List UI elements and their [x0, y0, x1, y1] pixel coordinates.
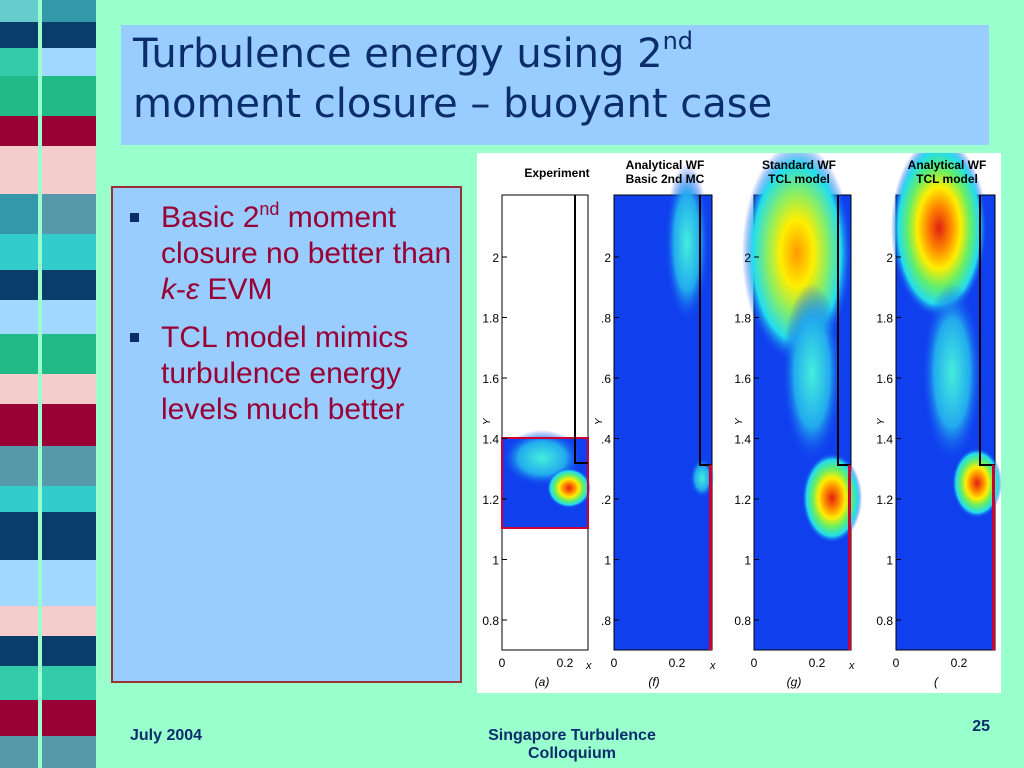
- y-tick-label: 1.6: [876, 372, 893, 386]
- bullet-text: TCL model mimics turbulence energy level…: [161, 321, 409, 426]
- panel-caption: (a): [535, 675, 550, 689]
- y-tick-label: 1.4: [482, 433, 499, 447]
- bullet: Basic 2nd moment closure no better than …: [130, 199, 452, 308]
- y-axis-label: Y: [594, 417, 605, 425]
- y-tick-label: 1.4: [734, 433, 751, 447]
- y-tick-label: 1: [604, 554, 611, 568]
- title-superscript: nd: [662, 27, 694, 55]
- y-tick-label: .6: [601, 372, 611, 386]
- panel-heading: Experiment: [524, 166, 589, 180]
- bullet-text: moment closure no better than: [161, 201, 452, 270]
- x-tick-label: 0.2: [951, 656, 968, 670]
- y-axis-label: Y: [482, 417, 493, 425]
- panel-caption: (g): [787, 675, 802, 689]
- panel-heading: Analytical WF: [626, 158, 705, 172]
- y-tick-label: 0.8: [734, 614, 751, 628]
- x-tick-label: 0: [499, 656, 506, 670]
- y-tick-label: 1.8: [482, 312, 499, 326]
- y-tick-label: 1.2: [734, 493, 751, 507]
- panel-caption: (f): [648, 675, 659, 689]
- y-tick-label: 1.2: [482, 493, 499, 507]
- y-tick-label: 1.8: [876, 312, 893, 326]
- y-tick-label: 0.8: [876, 614, 893, 628]
- y-tick-label: .8: [601, 312, 611, 326]
- bullet-text: -: [176, 273, 186, 306]
- y-tick-label: 1: [886, 554, 893, 568]
- panel-heading: Standard WF: [762, 158, 836, 172]
- x-axis-label: x: [709, 660, 716, 672]
- bullet-italic: ε: [186, 273, 200, 306]
- x-tick-label: 0: [611, 656, 618, 670]
- y-tick-label: 1.6: [482, 372, 499, 386]
- y-tick-label: .4: [601, 433, 611, 447]
- x-tick-label: 0.2: [809, 656, 826, 670]
- panel-heading: Analytical WF: [908, 158, 987, 172]
- footer-date: July 2004: [130, 727, 203, 744]
- bullet-text: Basic 2: [161, 201, 260, 234]
- page-number: 25: [972, 718, 990, 735]
- bullet-superscript: nd: [259, 199, 280, 219]
- y-axis-label: Y: [876, 417, 887, 425]
- y-tick-label: 2: [744, 251, 751, 265]
- panel-heading: Basic 2nd MC: [626, 172, 705, 186]
- x-tick-label: 0.2: [557, 656, 574, 670]
- stripe-bar: [0, 0, 98, 768]
- y-tick-label: 2: [492, 251, 499, 265]
- y-tick-label: 0.8: [482, 614, 499, 628]
- bullet: TCL model mimics turbulence energy level…: [130, 320, 452, 428]
- bullet-italic: k: [161, 273, 176, 306]
- y-tick-label: .8: [601, 614, 611, 628]
- x-tick-label: 0.2: [669, 656, 686, 670]
- y-tick-label: 1.8: [734, 312, 751, 326]
- y-tick-label: 1.6: [734, 372, 751, 386]
- y-tick-label: 2: [604, 251, 611, 265]
- bullet-text: EVM: [199, 273, 273, 306]
- bullet-box: Basic 2nd moment closure no better than …: [111, 186, 462, 683]
- panel-heading: TCL model: [768, 172, 830, 186]
- y-tick-label: 2: [886, 251, 893, 265]
- x-tick-label: 0: [893, 656, 900, 670]
- panel-heading: TCL model: [916, 172, 978, 186]
- y-tick-label: .2: [601, 493, 611, 507]
- y-tick-label: 1.4: [876, 433, 893, 447]
- y-axis-label: Y: [734, 417, 745, 425]
- footer-event: Singapore Turbulence Colloquium: [488, 727, 656, 762]
- stripes: [0, 0, 96, 768]
- y-tick-label: 1: [744, 554, 751, 568]
- panel-caption: (: [934, 675, 940, 689]
- x-axis-label: x: [585, 660, 592, 672]
- x-tick-label: 0: [751, 656, 758, 670]
- title-text: moment closure – buoyant case: [133, 81, 773, 127]
- x-axis-label: x: [848, 660, 855, 672]
- y-tick-label: 1.2: [876, 493, 893, 507]
- title-text: Turbulence energy using 2: [133, 31, 663, 77]
- y-tick-label: 1: [492, 554, 499, 568]
- slide-title: Turbulence energy using 2nd moment closur…: [121, 25, 989, 145]
